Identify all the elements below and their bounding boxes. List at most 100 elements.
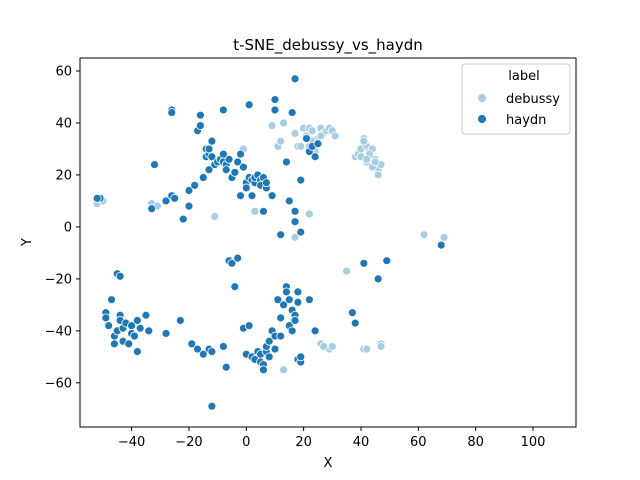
point-haydn <box>204 144 214 154</box>
point-haydn <box>141 310 151 320</box>
point-haydn <box>236 149 245 159</box>
point-haydn <box>230 282 240 292</box>
point-haydn <box>302 134 311 143</box>
x-tick-label: −20 <box>175 435 202 450</box>
point-debussy <box>376 342 386 351</box>
point-haydn <box>293 287 303 297</box>
point-haydn <box>130 331 139 341</box>
y-tick-label: 40 <box>55 116 72 131</box>
point-debussy <box>304 209 314 219</box>
y-tick-label: −40 <box>45 324 72 339</box>
point-haydn <box>147 204 157 214</box>
point-haydn <box>270 95 280 104</box>
x-tick-label: 0 <box>242 435 250 450</box>
point-haydn <box>218 342 228 351</box>
point-haydn <box>178 214 188 224</box>
point-haydn <box>282 157 291 167</box>
x-axis-label: X <box>324 456 333 471</box>
point-haydn <box>196 121 205 130</box>
point-haydn <box>276 230 286 240</box>
point-haydn <box>218 149 228 159</box>
point-haydn <box>264 336 274 346</box>
point-haydn <box>290 74 300 84</box>
point-debussy <box>316 131 326 141</box>
point-haydn <box>244 321 254 331</box>
point-haydn <box>144 326 154 336</box>
point-haydn <box>264 352 274 362</box>
chart-title: t-SNE_debussy_vs_haydn <box>233 36 423 55</box>
point-haydn <box>233 253 243 263</box>
point-haydn <box>132 347 142 357</box>
point-haydn <box>190 180 200 190</box>
point-haydn <box>207 347 217 357</box>
point-haydn <box>267 191 277 201</box>
legend: label debussy haydn <box>461 63 571 135</box>
point-haydn <box>107 295 116 305</box>
point-haydn <box>239 162 248 172</box>
point-haydn <box>196 110 205 120</box>
point-debussy <box>359 136 369 146</box>
point-debussy <box>210 212 220 221</box>
point-haydn <box>184 186 194 195</box>
point-debussy <box>279 365 288 375</box>
point-debussy <box>296 141 306 151</box>
point-haydn <box>373 274 383 284</box>
point-debussy <box>267 121 277 130</box>
point-haydn <box>187 339 197 349</box>
point-haydn <box>115 271 125 281</box>
x-tick-label: 60 <box>410 435 427 450</box>
point-haydn <box>170 193 180 203</box>
y-tick-label: 0 <box>64 220 72 235</box>
legend-label-haydn: haydn <box>506 113 546 128</box>
point-haydn <box>259 206 268 216</box>
point-debussy <box>307 126 317 136</box>
point-haydn <box>310 326 320 336</box>
legend-marker-haydn <box>477 114 487 124</box>
point-haydn <box>296 352 306 362</box>
point-haydn <box>304 295 314 305</box>
x-tick-label: 40 <box>353 435 370 450</box>
point-haydn <box>247 191 257 201</box>
point-haydn <box>175 316 185 325</box>
legend-label-debussy: debussy <box>506 92 560 107</box>
point-debussy <box>290 128 300 138</box>
point-debussy <box>362 154 372 164</box>
y-tick-label: 60 <box>55 64 72 79</box>
point-haydn <box>161 196 171 206</box>
legend-box <box>461 63 571 135</box>
point-haydn <box>241 183 251 193</box>
point-haydn <box>270 344 280 354</box>
point-debussy <box>250 206 260 216</box>
point-haydn <box>359 258 369 268</box>
point-haydn <box>184 201 194 211</box>
point-haydn <box>293 297 303 307</box>
point-haydn <box>193 344 202 354</box>
point-debussy <box>373 170 383 180</box>
point-debussy <box>319 342 329 351</box>
point-haydn <box>436 240 446 250</box>
point-haydn <box>350 318 360 328</box>
point-haydn <box>150 160 159 169</box>
point-haydn <box>290 217 300 227</box>
point-haydn <box>347 308 357 318</box>
point-haydn <box>198 349 208 359</box>
point-haydn <box>167 108 177 117</box>
point-haydn <box>198 173 208 182</box>
data-points <box>92 74 449 411</box>
point-haydn <box>207 152 217 162</box>
y-axis-label: Y <box>20 238 35 247</box>
y-tick-label: −60 <box>45 376 72 391</box>
y-tick-label: 20 <box>55 168 72 183</box>
point-haydn <box>101 313 111 323</box>
point-haydn <box>284 196 294 206</box>
point-debussy <box>290 232 300 242</box>
point-haydn <box>382 256 392 266</box>
point-haydn <box>270 105 280 115</box>
point-haydn <box>104 321 114 331</box>
point-haydn <box>296 227 306 237</box>
y-tick-label: −20 <box>45 272 72 287</box>
point-haydn <box>236 191 245 201</box>
x-tick-label: 20 <box>295 435 312 450</box>
point-haydn <box>276 313 286 323</box>
x-tick-label: −40 <box>118 435 145 450</box>
